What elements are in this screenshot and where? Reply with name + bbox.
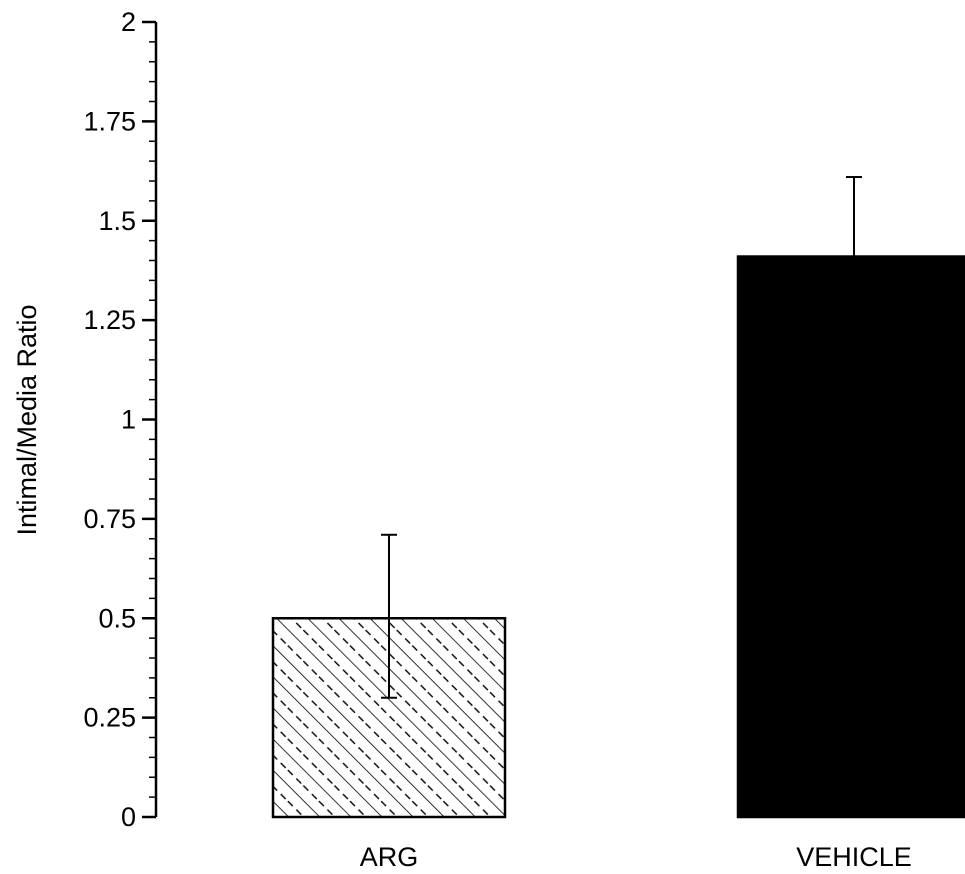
x-axis-labels: ARG VEHICLE	[360, 842, 912, 872]
y-tick-label: 1.5	[98, 206, 136, 236]
y-tick-label: 1	[121, 405, 136, 435]
y-tick-label: 1.75	[83, 106, 136, 136]
y-axis-ticks: 0 0.25 0.5 0.75 1 1.25 1.5 1.75 2	[83, 7, 156, 832]
y-tick-label: 0	[121, 802, 136, 832]
bar-vehicle	[736, 255, 965, 819]
y-axis-title: Intimal/Media Ratio	[12, 304, 42, 535]
y-tick-label: 0.25	[83, 703, 136, 733]
y-tick-label: 0.5	[98, 603, 136, 633]
y-tick-label: 1.25	[83, 305, 136, 335]
x-tick-label-vehicle: VEHICLE	[796, 842, 912, 872]
bars	[271, 176, 965, 819]
y-tick-label: 2	[121, 7, 136, 37]
y-tick-label: 0.75	[83, 504, 136, 534]
x-tick-label-arg: ARG	[360, 842, 419, 872]
